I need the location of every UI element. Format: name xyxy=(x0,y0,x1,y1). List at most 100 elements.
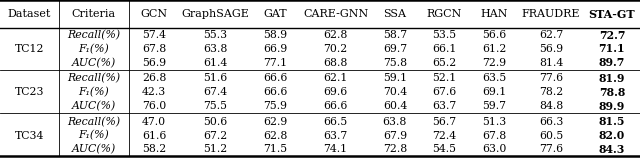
Text: Recall(%): Recall(%) xyxy=(67,117,120,127)
Text: 26.8: 26.8 xyxy=(142,73,166,83)
Text: 77.6: 77.6 xyxy=(539,73,563,83)
Text: HAN: HAN xyxy=(480,9,508,19)
Text: 52.1: 52.1 xyxy=(432,73,456,83)
Text: 66.1: 66.1 xyxy=(432,44,456,54)
Text: F₁(%): F₁(%) xyxy=(78,130,109,141)
Text: TC34: TC34 xyxy=(15,131,44,141)
Text: GCN: GCN xyxy=(141,9,168,19)
Text: 62.8: 62.8 xyxy=(263,131,288,141)
Text: 75.5: 75.5 xyxy=(204,101,227,111)
Text: 72.4: 72.4 xyxy=(432,131,456,141)
Text: CARE-GNN: CARE-GNN xyxy=(303,9,368,19)
Text: 72.9: 72.9 xyxy=(482,58,506,68)
Text: 81.5: 81.5 xyxy=(598,116,625,127)
Text: 78.8: 78.8 xyxy=(598,87,625,98)
Text: 56.7: 56.7 xyxy=(432,117,456,127)
Text: 56.9: 56.9 xyxy=(142,58,166,68)
Text: 60.4: 60.4 xyxy=(383,101,407,111)
Text: 72.7: 72.7 xyxy=(598,30,625,41)
Text: FRAUDRE: FRAUDRE xyxy=(522,9,580,19)
Text: 42.3: 42.3 xyxy=(142,87,166,97)
Text: 82.0: 82.0 xyxy=(599,130,625,141)
Text: 62.1: 62.1 xyxy=(323,73,348,83)
Text: F₁(%): F₁(%) xyxy=(78,87,109,97)
Text: 63.0: 63.0 xyxy=(482,144,506,154)
Text: 66.6: 66.6 xyxy=(263,73,288,83)
Text: 67.8: 67.8 xyxy=(482,131,506,141)
Text: 61.2: 61.2 xyxy=(482,44,506,54)
Text: 54.5: 54.5 xyxy=(432,144,456,154)
Text: Dataset: Dataset xyxy=(8,9,51,19)
Text: 76.0: 76.0 xyxy=(142,101,166,111)
Text: 63.8: 63.8 xyxy=(204,44,228,54)
Text: 67.4: 67.4 xyxy=(204,87,227,97)
Text: 66.9: 66.9 xyxy=(264,44,287,54)
Text: 69.1: 69.1 xyxy=(482,87,506,97)
Text: 47.0: 47.0 xyxy=(142,117,166,127)
Text: AUC(%): AUC(%) xyxy=(72,144,116,155)
Text: 51.3: 51.3 xyxy=(482,117,506,127)
Text: 72.8: 72.8 xyxy=(383,144,407,154)
Text: 50.6: 50.6 xyxy=(204,117,228,127)
Text: 81.4: 81.4 xyxy=(539,58,563,68)
Text: 70.4: 70.4 xyxy=(383,87,407,97)
Text: 63.7: 63.7 xyxy=(432,101,456,111)
Text: 69.6: 69.6 xyxy=(323,87,348,97)
Text: 66.5: 66.5 xyxy=(323,117,348,127)
Text: 77.1: 77.1 xyxy=(264,58,287,68)
Text: 66.6: 66.6 xyxy=(263,87,288,97)
Text: 58.2: 58.2 xyxy=(142,144,166,154)
Text: 63.8: 63.8 xyxy=(383,117,407,127)
Text: 66.3: 66.3 xyxy=(539,117,563,127)
Text: 67.2: 67.2 xyxy=(204,131,228,141)
Text: 62.7: 62.7 xyxy=(539,30,563,40)
Text: 63.5: 63.5 xyxy=(482,73,506,83)
Text: Recall(%): Recall(%) xyxy=(67,30,120,40)
Text: 71.1: 71.1 xyxy=(598,43,625,54)
Text: RGCN: RGCN xyxy=(426,9,462,19)
Text: 53.5: 53.5 xyxy=(432,30,456,40)
Text: 68.8: 68.8 xyxy=(323,58,348,68)
Text: 70.2: 70.2 xyxy=(323,44,348,54)
Text: Recall(%): Recall(%) xyxy=(67,73,120,84)
Text: 67.9: 67.9 xyxy=(383,131,407,141)
Text: 58.7: 58.7 xyxy=(383,30,407,40)
Text: 66.6: 66.6 xyxy=(323,101,348,111)
Text: 61.4: 61.4 xyxy=(204,58,228,68)
Text: 81.9: 81.9 xyxy=(598,73,625,84)
Text: 59.1: 59.1 xyxy=(383,73,407,83)
Text: 65.2: 65.2 xyxy=(432,58,456,68)
Text: F₁(%): F₁(%) xyxy=(78,44,109,54)
Text: 89.9: 89.9 xyxy=(599,100,625,112)
Text: 55.3: 55.3 xyxy=(204,30,227,40)
Text: 74.1: 74.1 xyxy=(324,144,348,154)
Text: 51.2: 51.2 xyxy=(204,144,228,154)
Text: 67.8: 67.8 xyxy=(142,44,166,54)
Text: 62.8: 62.8 xyxy=(323,30,348,40)
Text: 84.8: 84.8 xyxy=(539,101,563,111)
Text: 59.7: 59.7 xyxy=(482,101,506,111)
Text: 57.4: 57.4 xyxy=(142,30,166,40)
Text: GraphSAGE: GraphSAGE xyxy=(182,9,250,19)
Text: AUC(%): AUC(%) xyxy=(72,101,116,111)
Text: TC23: TC23 xyxy=(15,87,44,97)
Text: 60.5: 60.5 xyxy=(539,131,563,141)
Text: 84.3: 84.3 xyxy=(598,144,625,155)
Text: 75.9: 75.9 xyxy=(264,101,287,111)
Text: TC12: TC12 xyxy=(15,44,44,54)
Text: 69.7: 69.7 xyxy=(383,44,407,54)
Text: 71.5: 71.5 xyxy=(264,144,287,154)
Text: 89.7: 89.7 xyxy=(598,57,625,68)
Text: AUC(%): AUC(%) xyxy=(72,57,116,68)
Text: 56.6: 56.6 xyxy=(482,30,506,40)
Text: 61.6: 61.6 xyxy=(142,131,166,141)
Text: SSA: SSA xyxy=(383,9,406,19)
Text: 62.9: 62.9 xyxy=(264,117,287,127)
Text: Criteria: Criteria xyxy=(72,9,116,19)
Text: 58.9: 58.9 xyxy=(264,30,287,40)
Text: 56.9: 56.9 xyxy=(539,44,563,54)
Text: 78.2: 78.2 xyxy=(539,87,563,97)
Text: 63.7: 63.7 xyxy=(323,131,348,141)
Text: 75.8: 75.8 xyxy=(383,58,407,68)
Text: 67.6: 67.6 xyxy=(432,87,456,97)
